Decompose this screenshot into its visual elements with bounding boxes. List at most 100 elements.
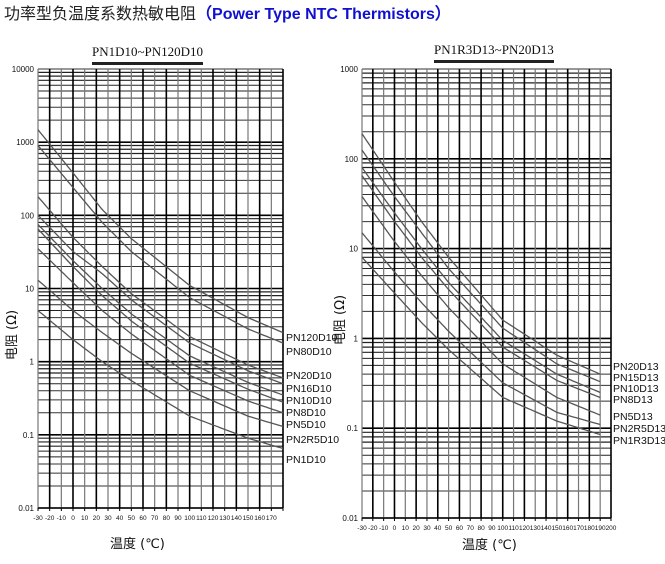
y-tick-label: 0.1 — [23, 431, 35, 440]
series-curve-pn2r5d10 — [37, 279, 284, 428]
y-tick-label: 10 — [349, 245, 358, 254]
x-tick-label: 150 — [243, 515, 254, 522]
y-tick-label: 1 — [30, 358, 35, 367]
page-title-en: （Power Type NTC Thermistors） — [196, 6, 451, 23]
y-tick-label: 1000 — [340, 65, 358, 74]
y-tick-label: 1000 — [16, 138, 34, 147]
y-tick-label: 0.01 — [342, 514, 358, 523]
x-tick-label: 80 — [163, 515, 171, 522]
x-tick-label: 70 — [151, 515, 159, 522]
x-tick-label: 160 — [254, 515, 265, 522]
x-tick-label: 140 — [231, 515, 242, 522]
series-curve-pn20d10 — [37, 196, 284, 379]
x-tick-label: 50 — [128, 515, 136, 522]
page-title: 功率型负温度系数热敏电阻（Power Type NTC Thermistors） — [4, 0, 451, 24]
x-axis-label: 温度 (℃) — [110, 536, 165, 552]
x-tick-label: 30 — [104, 515, 112, 522]
y-axis-label: 电阻 (Ω) — [333, 295, 348, 345]
x-tick-label: 0 — [71, 515, 75, 522]
x-tick-label: 130 — [219, 515, 230, 522]
y-tick-label: 100 — [345, 155, 359, 164]
x-tick-label: 130 — [530, 525, 541, 532]
x-tick-label: 170 — [573, 525, 584, 532]
series-label-pn1r3d13: PN1R3D13 — [613, 435, 665, 447]
series-curve-pn10d13 — [361, 167, 601, 394]
series-label-pn16d10: PN16D10 — [286, 383, 332, 395]
right-chart-title: PN1R3D13~PN20D13 — [434, 42, 554, 63]
x-tick-label: -20 — [45, 515, 55, 522]
series-label-pn20d13: PN20D13 — [613, 361, 659, 373]
series-curve-pn2r5d13 — [361, 232, 601, 426]
x-tick-label: 140 — [541, 525, 552, 532]
x-tick-label: 110 — [196, 515, 207, 522]
x-tick-label: -20 — [368, 525, 378, 532]
x-tick-label: 170 — [266, 515, 277, 522]
series-label-pn20d10: PN20D10 — [286, 370, 332, 382]
x-tick-label: 90 — [174, 515, 182, 522]
x-tick-label: 160 — [562, 525, 573, 532]
x-tick-label: 40 — [116, 515, 124, 522]
x-tick-label: 30 — [423, 525, 431, 532]
y-tick-label: 0.1 — [347, 424, 359, 433]
x-tick-label: 70 — [467, 525, 475, 532]
x-tick-label: 20 — [413, 525, 421, 532]
series-curve-pn20d13 — [361, 133, 601, 375]
x-tick-label: 200 — [606, 525, 617, 532]
x-tick-label: 60 — [139, 515, 147, 522]
y-tick-label: 10 — [25, 285, 34, 294]
x-tick-label: 150 — [551, 525, 562, 532]
x-tick-label: 0 — [393, 525, 397, 532]
x-tick-label: 80 — [477, 525, 485, 532]
y-tick-label: 0.01 — [18, 504, 34, 513]
series-label-pn10d13: PN10D13 — [613, 383, 659, 395]
series-curve-pn5d13 — [361, 196, 601, 416]
y-tick-label: 1 — [354, 334, 359, 343]
x-tick-label: 40 — [434, 525, 442, 532]
y-tick-label: 10000 — [12, 65, 35, 74]
series-label-pn2r5d10: PN2R5D10 — [286, 434, 339, 446]
right-chart-title-underline — [434, 60, 554, 63]
x-tick-label: 50 — [445, 525, 453, 532]
series-curve-pn5d10 — [37, 248, 284, 414]
series-label-pn2r5d13: PN2R5D13 — [613, 423, 665, 435]
x-tick-label: 190 — [595, 525, 606, 532]
x-tick-label: 60 — [456, 525, 464, 532]
series-label-pn15d13: PN15D13 — [613, 372, 659, 384]
series-curve-pn1d10 — [37, 310, 284, 450]
series-label-pn8d10: PN8D10 — [286, 407, 326, 419]
x-tick-label: 100 — [184, 515, 195, 522]
x-tick-label: -10 — [57, 515, 67, 522]
x-tick-label: -30 — [357, 525, 367, 532]
x-tick-label: -30 — [33, 515, 43, 522]
x-tick-label: 10 — [81, 515, 89, 522]
y-axis-label: 电阻 (Ω) — [5, 310, 20, 360]
x-tick-label: 120 — [208, 515, 219, 522]
series-curve-pn8d13 — [361, 175, 601, 399]
series-curve-pn1r3d13 — [361, 256, 601, 436]
left-chart: 10000 1000 100 10 1 0.1 0.01 -30 -20 -10 0 10 20 30 40… — [5, 65, 339, 552]
x-tick-label: 110 — [508, 525, 519, 532]
x-tick-label: 90 — [488, 525, 496, 532]
series-label-pn120d10: PN120D10 — [286, 332, 338, 344]
series-label-pn8d13: PN8D13 — [613, 394, 653, 406]
page-title-cn: 功率型负温度系数热敏电阻 — [4, 4, 197, 23]
y-tick-label: 100 — [21, 211, 35, 220]
x-tick-label: 100 — [497, 525, 508, 532]
x-tick-label: -10 — [379, 525, 389, 532]
series-label-pn80d10: PN80D10 — [286, 346, 332, 358]
x-tick-label: 120 — [519, 525, 530, 532]
series-curve-pn8d10 — [37, 228, 284, 403]
series-label-pn5d10: PN5D10 — [286, 419, 326, 431]
left-chart-title: PN1D10~PN120D10 — [92, 44, 204, 65]
series-curve-pn15d13 — [361, 149, 601, 383]
x-axis-label: 温度 (℃) — [462, 537, 517, 553]
series-curve-pn120d10 — [37, 129, 284, 334]
series-label-pn5d13: PN5D13 — [613, 411, 653, 423]
x-tick-label: 10 — [402, 525, 410, 532]
series-label-pn10d10: PN10D10 — [286, 395, 332, 407]
x-tick-label: 20 — [93, 515, 101, 522]
series-curve-pn80d10 — [37, 145, 284, 344]
x-tick-label: 180 — [584, 525, 595, 532]
series-curve-pn16d10 — [37, 214, 284, 385]
